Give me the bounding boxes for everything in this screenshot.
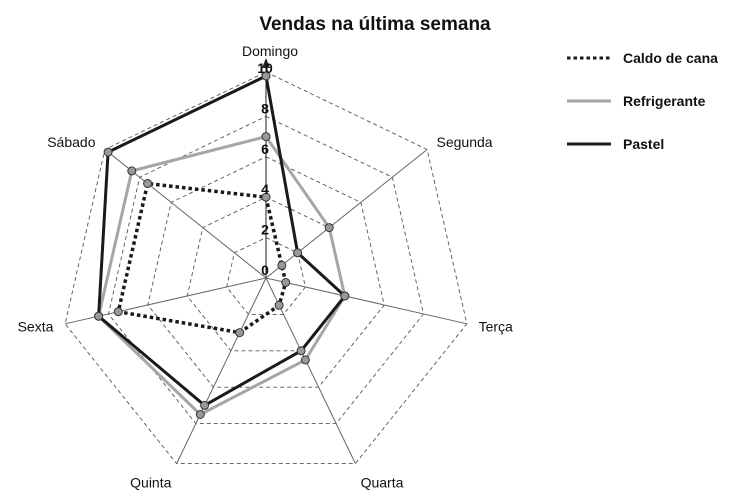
tick-label: 8 — [261, 100, 269, 116]
tick-label: 0 — [261, 262, 269, 278]
grid-ring — [186, 196, 346, 352]
grid-ring — [108, 115, 424, 425]
data-point — [293, 248, 303, 258]
data-point — [94, 311, 104, 321]
data-point — [340, 291, 350, 301]
legend-label: Refrigerante — [623, 93, 706, 109]
category-labels: Domingo Segunda Terça Quarta Quinta Sexta Sába… — [18, 43, 513, 490]
legend-label: Caldo de cana — [623, 50, 718, 66]
data-point — [277, 260, 287, 270]
data-point — [261, 192, 271, 202]
category-label: Quinta — [130, 474, 171, 490]
tick-label: 10 — [257, 60, 273, 76]
tick-label: 4 — [261, 181, 269, 197]
category-label: Terça — [479, 319, 513, 335]
tick-label: 6 — [261, 141, 269, 157]
series-2 — [94, 71, 350, 410]
data-point — [113, 307, 123, 317]
data-point — [296, 346, 306, 356]
data-point — [324, 223, 334, 233]
grid-ring — [147, 156, 385, 388]
spoke — [265, 277, 468, 325]
chart-title: Vendas na última semana — [259, 14, 491, 35]
series-line — [116, 181, 288, 335]
series-layer — [94, 71, 350, 419]
data-point — [235, 328, 245, 338]
legend-label: Pastel — [623, 136, 664, 152]
tick-label: 2 — [261, 222, 269, 238]
data-point — [281, 278, 291, 287]
spoke — [176, 277, 267, 464]
series-line — [96, 134, 347, 417]
series-line — [97, 73, 347, 408]
series-1 — [94, 132, 350, 419]
data-point — [200, 400, 210, 410]
grid-ring-outer — [64, 71, 468, 465]
data-point — [261, 71, 271, 81]
data-point — [143, 179, 153, 188]
data-point — [300, 355, 310, 365]
data-point — [261, 132, 271, 142]
category-label: Domingo — [242, 43, 298, 59]
data-point — [274, 300, 284, 310]
spoke — [265, 149, 428, 279]
category-label: Sábado — [47, 134, 95, 150]
grid-ring — [226, 237, 306, 315]
radar-spokes — [64, 58, 468, 464]
tick-labels: 0 2 4 6 8 10 — [257, 60, 273, 278]
legend: Caldo de cana Refrigerante Pastel — [567, 50, 718, 152]
category-label: Quarta — [361, 474, 404, 490]
data-point — [103, 147, 113, 157]
data-point — [127, 166, 137, 176]
data-point — [195, 410, 205, 419]
series-0 — [113, 179, 291, 338]
axis-arrow — [262, 58, 270, 68]
radar-grid — [64, 71, 468, 465]
category-label: Segunda — [437, 134, 493, 150]
category-label: Sexta — [18, 319, 54, 335]
